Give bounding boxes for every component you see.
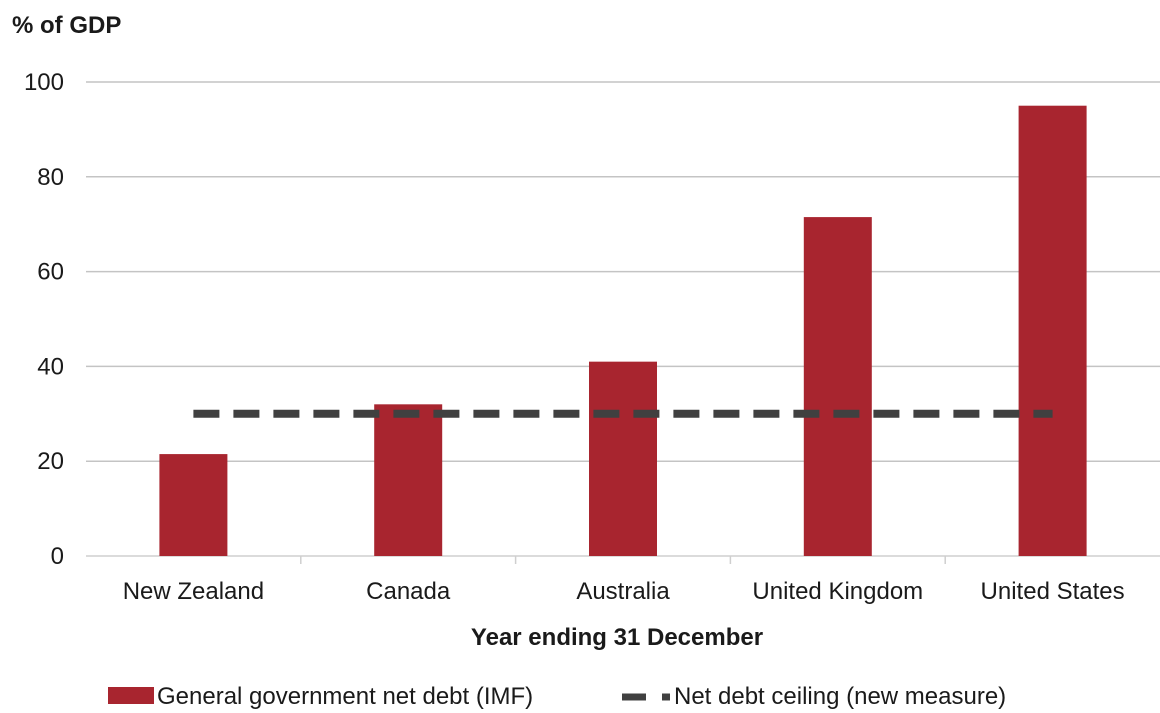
- y-axis-label: % of GDP: [12, 12, 121, 39]
- y-tick-labels: 0 20 40 60 80 100: [24, 69, 64, 570]
- legend-swatch-bars: [108, 687, 154, 704]
- x-tick-labels: New Zealand Canada Australia United Kingdom…: [123, 556, 1125, 605]
- y-tick-label: 100: [24, 69, 64, 96]
- legend-label-ceiling: Net debt ceiling (new measure): [674, 683, 1006, 710]
- x-tick-label: Australia: [576, 578, 670, 605]
- y-tick-label: 20: [37, 448, 64, 475]
- y-tick-label: 0: [51, 543, 64, 570]
- x-tick-label: United States: [981, 578, 1125, 605]
- bar: [159, 454, 228, 556]
- x-tick-label: Canada: [366, 578, 451, 605]
- bar: [589, 361, 657, 556]
- y-tick-label: 60: [37, 259, 64, 286]
- x-tick-label: United Kingdom: [752, 578, 923, 605]
- x-tick-label: New Zealand: [123, 578, 264, 605]
- legend: General government net debt (IMF) Net de…: [108, 683, 1006, 710]
- bar: [803, 217, 872, 556]
- bar: [1018, 105, 1087, 556]
- bar: [374, 404, 443, 556]
- x-axis-label: Year ending 31 December: [471, 624, 763, 651]
- bars: [159, 105, 1087, 556]
- y-tick-label: 80: [37, 164, 64, 191]
- legend-label-bars: General government net debt (IMF): [157, 683, 533, 710]
- y-tick-label: 40: [37, 353, 64, 380]
